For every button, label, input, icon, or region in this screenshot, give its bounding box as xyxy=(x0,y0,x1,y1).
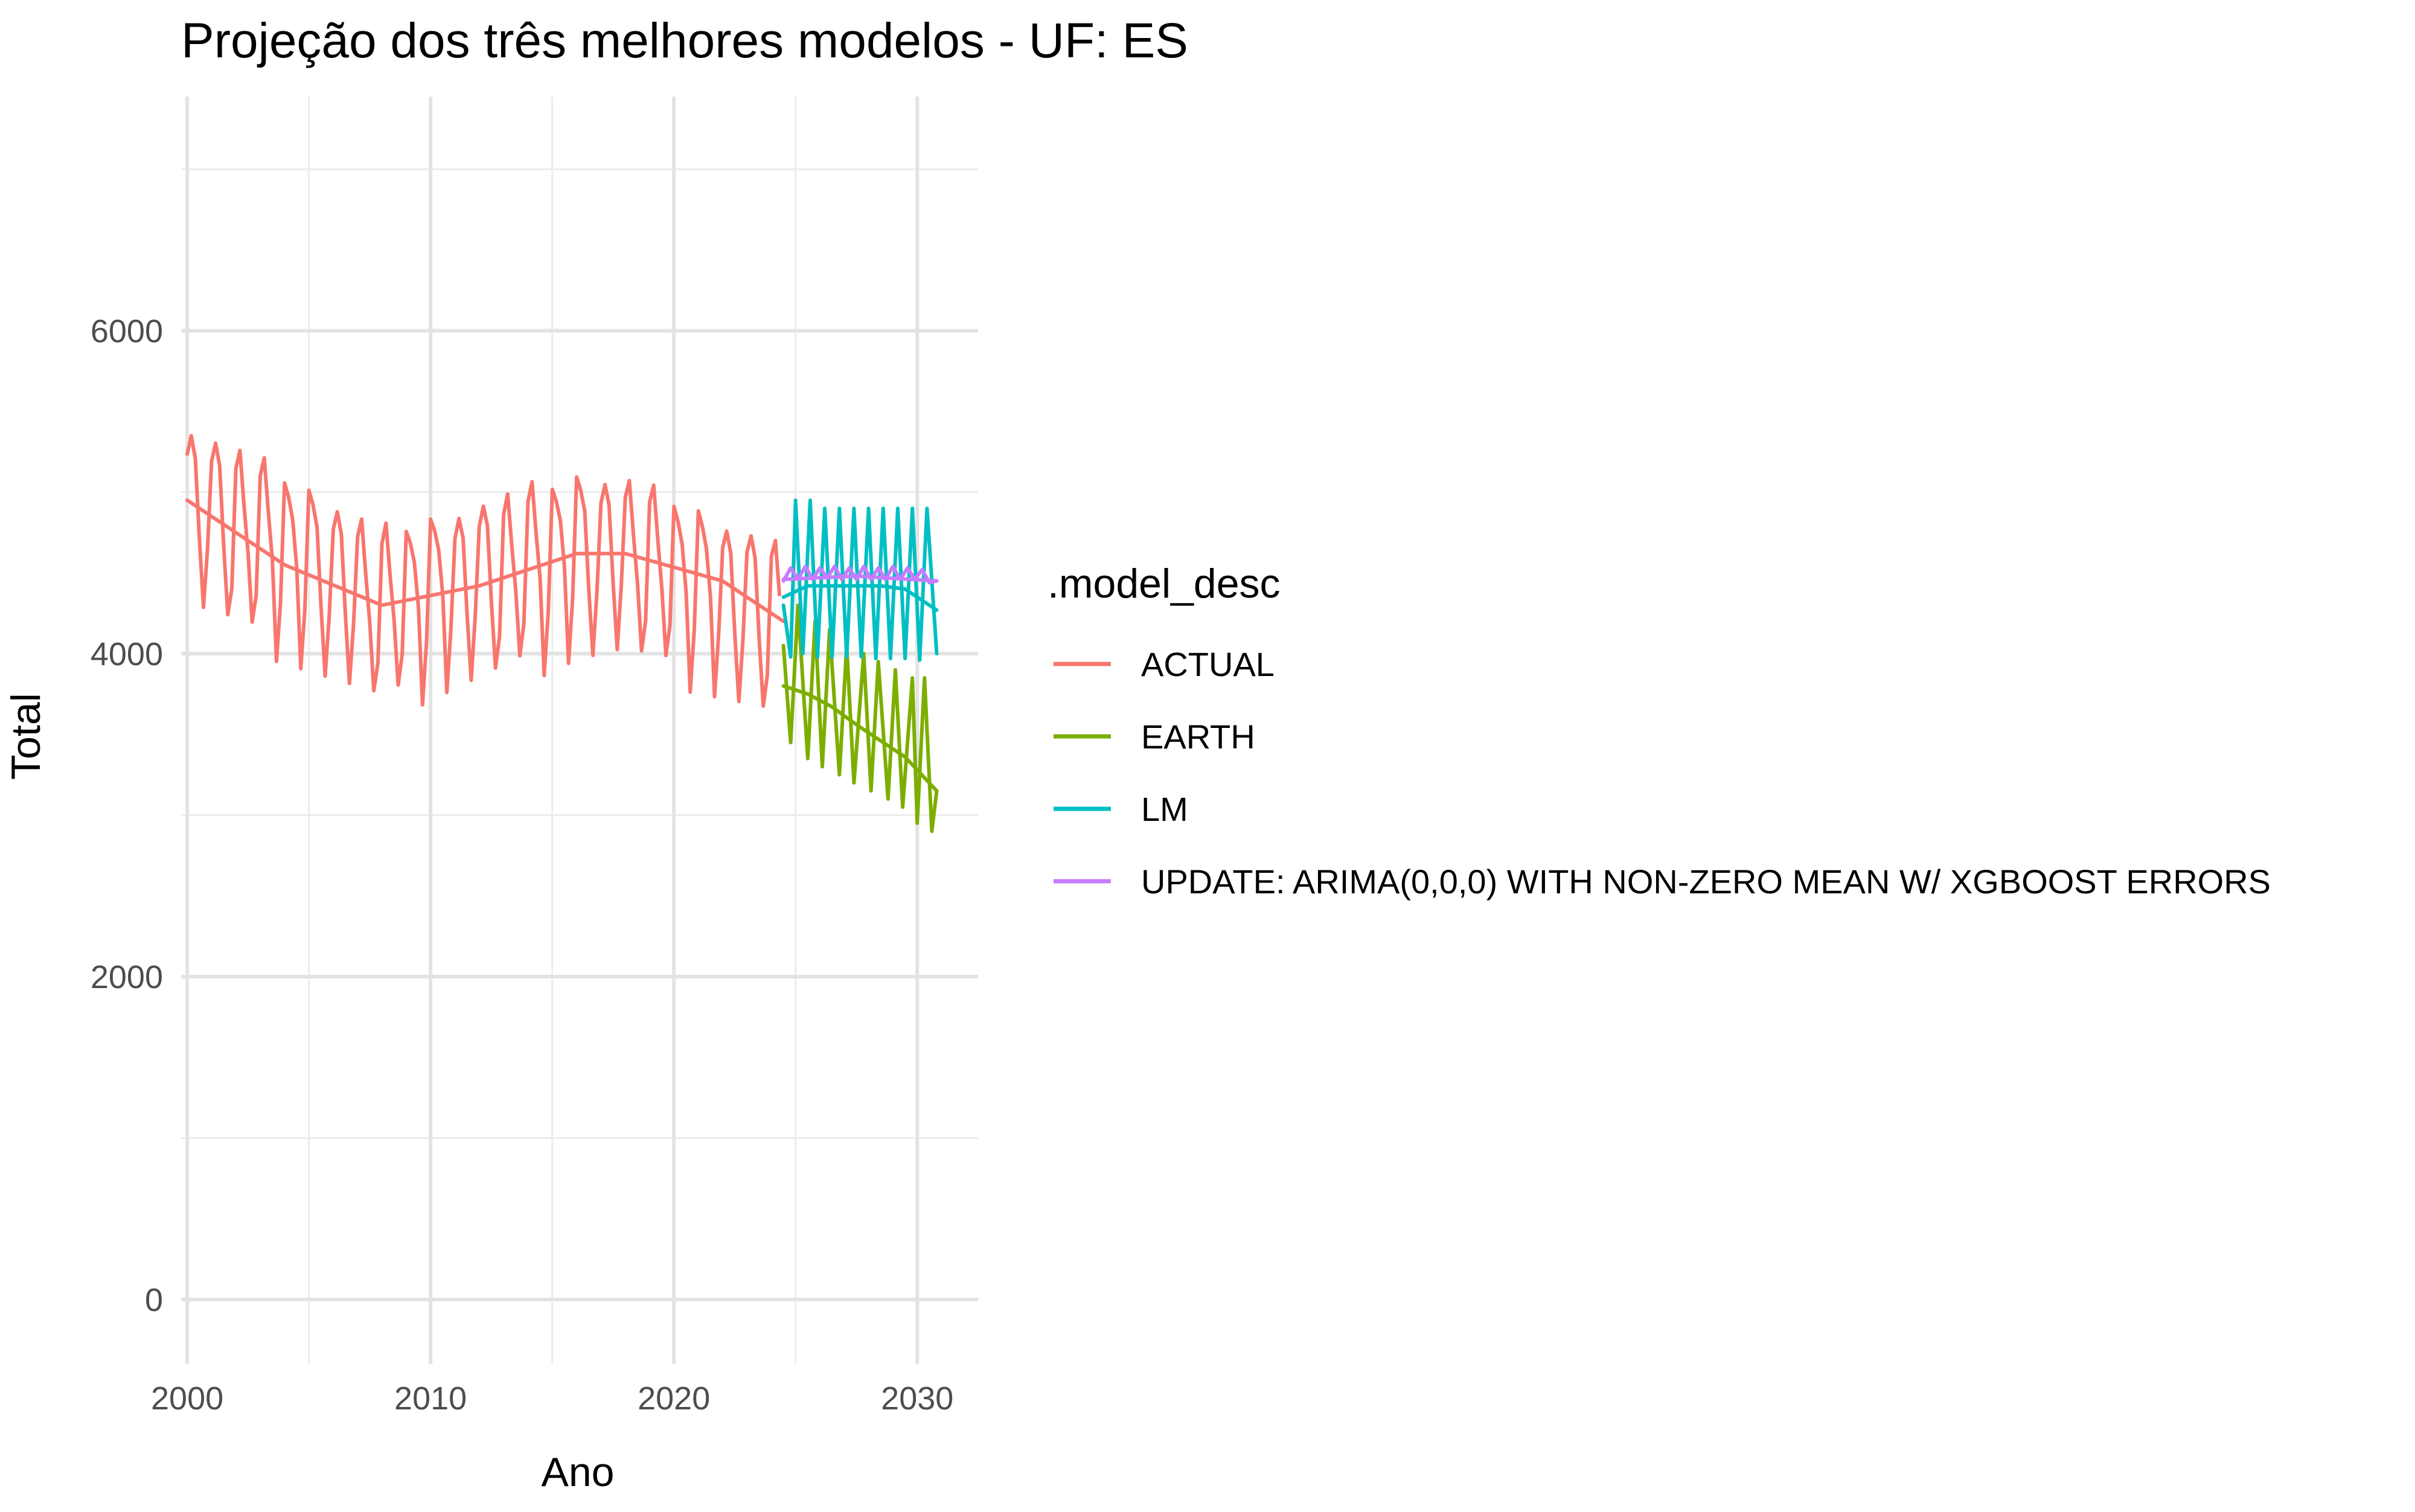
y-tick-label-2: 4000 xyxy=(91,636,163,672)
series-layer xyxy=(185,433,939,834)
y-tick-label-1: 2000 xyxy=(91,959,163,995)
x-tick-label-1: 2010 xyxy=(394,1380,467,1417)
series-trend-1 xyxy=(781,684,939,793)
y-tick-label-3: 6000 xyxy=(91,313,163,349)
legend-label-1: EARTH xyxy=(1141,718,1255,756)
series-line-1 xyxy=(781,603,939,834)
legend: .model_desc ACTUAL EARTH LM UPDATE: ARIMA(0,… xyxy=(1048,561,2271,901)
gridlines xyxy=(181,97,978,1364)
legend-label-0: ACTUAL xyxy=(1141,645,1275,683)
chart-title: Projeção dos três melhores modelos - UF:… xyxy=(181,13,1188,68)
x-tick-label-0: 2000 xyxy=(151,1380,223,1417)
axis-labels: 0 2000 4000 6000 2000 2010 2020 2030 xyxy=(91,313,953,1417)
legend-label-3: UPDATE: ARIMA(0,0,0) WITH NON-ZERO MEAN … xyxy=(1141,863,2271,901)
series-line-3 xyxy=(781,564,939,585)
x-tick-label-2: 2020 xyxy=(638,1380,710,1417)
x-axis-title: Ano xyxy=(542,1449,615,1495)
y-tick-label-0: 0 xyxy=(145,1282,163,1318)
x-tick-label-3: 2030 xyxy=(881,1380,953,1417)
series-trend-2 xyxy=(781,584,939,612)
series-line-0 xyxy=(185,433,781,708)
series-trend-3 xyxy=(781,574,939,583)
legend-title: .model_desc xyxy=(1048,561,1281,607)
series-trend-0 xyxy=(185,498,785,624)
legend-label-2: LM xyxy=(1141,790,1188,828)
y-axis-title: Total xyxy=(3,693,49,780)
